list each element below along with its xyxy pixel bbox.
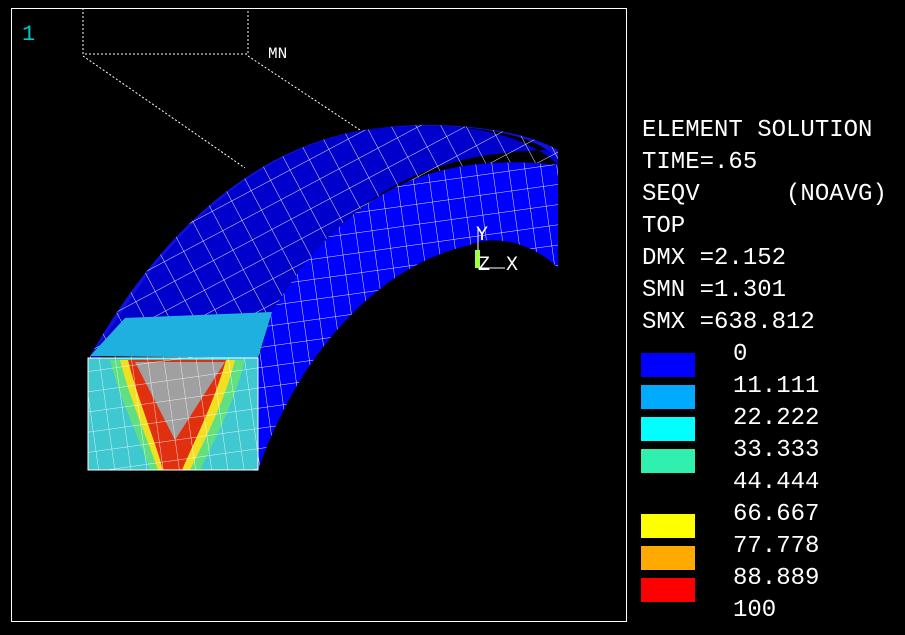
legend-header-line: SMX =638.812: [642, 309, 815, 336]
legend-header-line: ELEMENT SOLUTION: [642, 117, 872, 144]
legend-swatch: [641, 546, 695, 570]
legend-swatch: [641, 417, 695, 441]
axis-triad: [475, 228, 505, 269]
legend-swatch: [641, 514, 695, 538]
legend-level: 77.778: [733, 533, 819, 560]
legend-level: 22.222: [733, 405, 819, 432]
legend-level: 66.667: [733, 501, 819, 528]
min-marker: [82, 8, 361, 169]
legend-header-line: TIME=.65: [642, 149, 757, 176]
triad-z: Z: [478, 254, 490, 277]
legend-header-line: DMX =2.152: [642, 245, 786, 272]
legend: ELEMENT SOLUTION TIME=.65 SEQV (NOAVG) TOP D…: [641, 117, 887, 624]
window-number: 1: [22, 22, 35, 47]
legend-level: 11.111: [733, 373, 819, 400]
legend-level: 88.889: [733, 565, 819, 592]
legend-level: 33.333: [733, 437, 819, 464]
legend-header-line: SEQV (NOAVG): [642, 181, 887, 208]
triad-y: Y: [476, 224, 488, 247]
model: [87, 124, 558, 471]
legend-header-line: SMN =1.301: [642, 277, 786, 304]
triad-x: X: [506, 254, 518, 277]
viewport-frame: [11, 8, 627, 622]
legend-level: 100: [733, 597, 776, 624]
min-label: MN: [268, 45, 287, 63]
legend-swatch: [641, 578, 695, 602]
legend-level: 0: [733, 341, 747, 368]
legend-swatch: [641, 449, 695, 473]
legend-swatch: [641, 385, 695, 409]
legend-swatch: [641, 353, 695, 377]
legend-header-line: TOP: [642, 213, 685, 240]
legend-level: 44.444: [733, 469, 819, 496]
